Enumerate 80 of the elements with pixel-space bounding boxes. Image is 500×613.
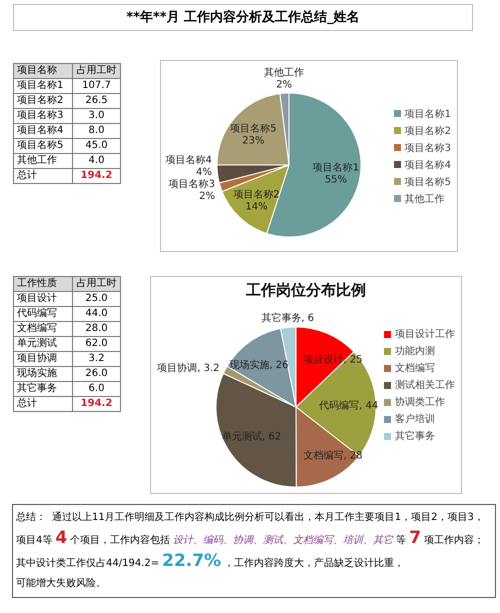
legend-label: 协调类工作 <box>395 396 445 409</box>
text: 194.2 <box>80 398 112 409</box>
data-label: 其他工作 2% <box>264 66 304 90</box>
data-label: 项目名称3 2% <box>168 178 216 202</box>
category-label: 代码编写 <box>14 306 72 322</box>
legend-label: 其他工作 <box>404 192 445 206</box>
legend-label: 功能内测 <box>395 344 435 358</box>
text: 等 <box>42 534 52 548</box>
data-label: 单元测试, 62 <box>222 430 282 443</box>
category-label: 项目名称4 <box>14 124 72 138</box>
category-label: 文档编写 <box>14 322 72 336</box>
text: 个 <box>70 534 80 548</box>
text: 194.2 <box>80 170 112 181</box>
text: 等 <box>396 534 406 548</box>
category-label: 其他工作 <box>14 154 72 168</box>
data-label: 项目名称5 23% <box>230 122 277 147</box>
text: 45.0 <box>85 140 108 151</box>
data-label: 项目名称2 14% <box>233 188 280 213</box>
text: 类工作仅占 <box>56 556 106 571</box>
text: 25.0 <box>85 293 108 304</box>
category-label: 项目名称2 <box>14 94 72 108</box>
text: 44/194.2= <box>106 557 160 571</box>
text: 107.7 <box>82 80 111 91</box>
legend-label: 项目名称2 <box>404 124 451 138</box>
text: **年**月 工作内容分析及工作总结_姓名 <box>14 5 472 30</box>
text: 44.0 <box>85 308 108 319</box>
category-label: 项目名称3 <box>14 108 72 124</box>
legend-label: 项目名称1 <box>404 108 451 120</box>
text: 可能增大失败风险。 <box>16 576 106 591</box>
text: 产品缺乏设计比重， <box>314 556 404 571</box>
text: 6.0 <box>88 383 104 394</box>
text: 3.0 <box>88 110 104 121</box>
text: 4.0 <box>88 155 104 166</box>
category-label: 项目协调 <box>14 352 72 366</box>
text: 62.0 <box>85 338 108 349</box>
text: 8.0 <box>88 125 104 136</box>
text: 总结： <box>16 510 46 525</box>
text: 设计、编码、协调、测试、文档编写、培训、其它 <box>173 534 394 548</box>
text: 项目4 <box>16 534 42 548</box>
text: 22.7% <box>162 551 222 571</box>
text: 通过以上11月工作明细及工作内容构成比例分析可以看出， <box>52 510 315 525</box>
text: 项工作内容； <box>424 534 484 548</box>
category-label: 总计 <box>14 396 72 412</box>
text: 占用工时 <box>72 276 120 292</box>
text: 其中设计 <box>16 556 56 571</box>
legend-label: 客户培训 <box>395 412 435 426</box>
text: 项目2， <box>411 511 448 525</box>
legend-label: 项目名称3 <box>404 142 451 154</box>
text: 4 <box>55 528 68 548</box>
text: 26.5 <box>85 95 108 106</box>
category-label: 总计 <box>14 168 72 184</box>
text: 7 <box>409 528 422 548</box>
legend-label: 项目名称4 <box>404 158 451 172</box>
text: 项目3， <box>447 511 484 525</box>
legend-label: 其它事务 <box>395 430 435 443</box>
legend-label: 项目名称5 <box>404 176 451 188</box>
category-label: 单元测试 <box>14 336 72 352</box>
category-label: 项目名称5 <box>14 138 72 154</box>
category-label: 其它事务 <box>14 382 72 396</box>
data-label: 项目协调, 3.2 <box>157 362 220 374</box>
legend-label: 项目设计工作 <box>395 328 455 341</box>
text: 工作性质 <box>14 276 72 292</box>
legend-label: 文档编写 <box>395 362 435 375</box>
text: 项目名称 <box>14 64 72 78</box>
category-label: 项目设计 <box>14 292 72 306</box>
text: 26.0 <box>85 368 108 379</box>
legend-label: 测试相关工作 <box>395 378 455 392</box>
text: ，工作内容跨度大， <box>224 556 314 571</box>
text: 工作内容包括 <box>110 534 170 548</box>
data-label: 项目名称4 4% <box>165 154 212 178</box>
chart-title: 工作岗位分布比例 <box>245 281 367 300</box>
category-label: 项目名称1 <box>14 78 72 94</box>
text: 28.0 <box>85 323 108 334</box>
data-label: 其它事务, 6 <box>261 312 314 324</box>
text: 本月工作主要项目1， <box>314 510 412 525</box>
data-label: 项目名称1 55% <box>312 161 360 186</box>
category-label: 现场实施 <box>14 366 72 382</box>
text: 占用工时 <box>72 64 120 78</box>
text: 3.2 <box>88 353 104 364</box>
text: 项目， <box>80 534 110 548</box>
